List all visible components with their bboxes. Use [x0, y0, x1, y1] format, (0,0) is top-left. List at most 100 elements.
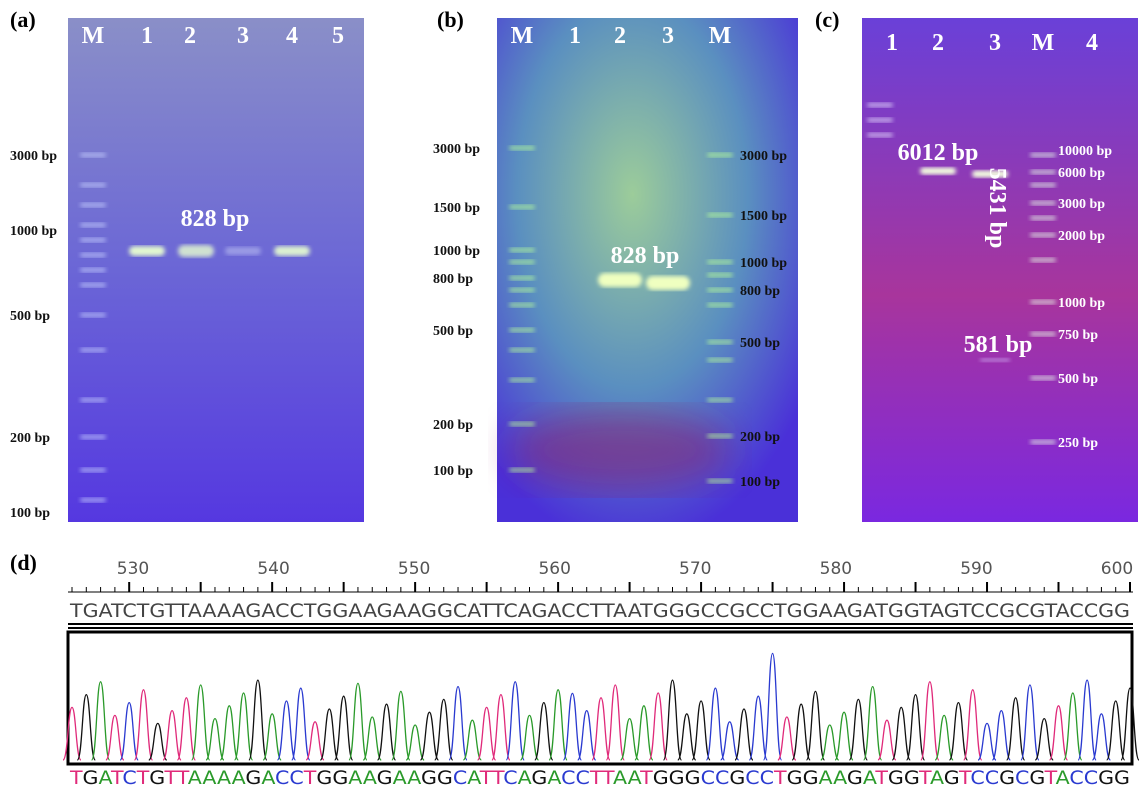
trace-peak [519, 714, 540, 761]
marker-label: 3000 bp [10, 149, 57, 164]
marker-label: 500 bp [740, 336, 780, 351]
trace-peak [90, 681, 111, 761]
band [1030, 169, 1056, 175]
band [509, 327, 535, 333]
lane-label: 1 [141, 23, 153, 49]
lane-label: 3 [989, 30, 1001, 56]
trace-peak [462, 719, 482, 761]
band [920, 167, 956, 175]
lane-label: 5 [332, 23, 344, 49]
marker-label: 100 bp [10, 506, 50, 521]
band [707, 152, 733, 158]
band [509, 287, 535, 293]
trace-peak [1091, 713, 1112, 761]
panel-label: (b) [437, 7, 464, 32]
trace-peak [1077, 679, 1097, 761]
band [274, 246, 310, 256]
marker-label: 100 bp [433, 464, 473, 479]
band [509, 259, 535, 265]
trace-peak [534, 701, 554, 761]
trace-peak [705, 687, 726, 761]
marker-label: 100 bp [740, 475, 780, 490]
trace-peak [820, 724, 840, 761]
trace-peak [191, 684, 211, 761]
marker-label: 750 bp [1058, 328, 1098, 343]
band [1030, 331, 1056, 337]
trace-peak [491, 693, 511, 761]
marker-label: 3000 bp [1058, 197, 1105, 212]
marker-label: 3000 bp [740, 149, 787, 164]
trace-peak [577, 709, 597, 761]
band [80, 152, 106, 158]
trace-peak [619, 717, 640, 761]
marker-label: 1000 bp [740, 256, 787, 271]
trace-peak [762, 652, 783, 761]
marker-label: 1000 bp [1058, 296, 1105, 311]
trace-peak [1020, 684, 1040, 761]
band [80, 267, 106, 273]
band [178, 245, 214, 257]
trace-peak [791, 703, 811, 761]
trace-peak [977, 722, 997, 761]
called-sequence: TGATCTGTTAAAAGACCTGGAAGAAGGCATTCAGACCTTA… [69, 767, 1130, 788]
trace-peak [448, 685, 468, 761]
band [1030, 215, 1056, 221]
trace-peak [1120, 687, 1140, 761]
trace-peak [848, 698, 868, 761]
marker-label: 500 bp [1058, 372, 1098, 387]
trace-peak [677, 713, 697, 761]
lane-label: 1 [886, 30, 898, 56]
trace-peak [605, 684, 625, 761]
trace-peak [105, 714, 125, 761]
trace-peak [476, 706, 497, 761]
band [80, 237, 106, 243]
band [509, 145, 535, 151]
lane-label: M [82, 23, 105, 49]
trace-peak [148, 722, 168, 761]
trace-peak [1034, 717, 1054, 761]
lane-label: M [1032, 30, 1055, 56]
marker-label: 1000 bp [433, 244, 480, 259]
trace-peak [648, 692, 668, 761]
trace-peak [219, 705, 239, 761]
marker-label: 200 bp [433, 418, 473, 433]
marker-label: 800 bp [433, 272, 473, 287]
ruler-label: 560 [538, 559, 570, 579]
marker-label: 500 bp [10, 309, 50, 324]
trace-peak [991, 709, 1011, 761]
trace-peak [405, 724, 425, 761]
trace-peak [362, 716, 382, 761]
band [80, 397, 106, 403]
band [707, 357, 733, 363]
band [707, 433, 733, 439]
trace-peak [305, 721, 325, 761]
trace-peak [62, 706, 82, 761]
lane-label: 2 [932, 30, 944, 56]
ruler-label: 530 [117, 559, 149, 579]
trace-peak [162, 709, 182, 761]
gel-smear [510, 410, 730, 490]
trace-peak [891, 706, 911, 761]
trace-peak [634, 705, 654, 761]
band [509, 302, 535, 308]
band [225, 247, 261, 255]
band [646, 276, 690, 290]
band-annotation: 828 bp [181, 206, 250, 232]
band [707, 478, 733, 484]
band [80, 312, 106, 318]
trace-peak [505, 681, 525, 761]
trace-peak [119, 701, 139, 761]
trace-peak [920, 681, 940, 761]
band [509, 377, 535, 383]
ruler-label: 590 [960, 559, 992, 579]
trace-peak [720, 721, 740, 761]
band [509, 421, 535, 427]
trace-peak [276, 700, 297, 761]
trace-peak [1005, 697, 1026, 761]
panel-label: (a) [10, 7, 36, 32]
sequence: TGATCTGTTAAAAGACCTGGAAGAAGGCATTCAGACCTTA… [69, 600, 1130, 622]
trace-peak [205, 717, 225, 761]
band [80, 434, 106, 440]
band [1030, 182, 1056, 188]
band [980, 358, 1010, 362]
